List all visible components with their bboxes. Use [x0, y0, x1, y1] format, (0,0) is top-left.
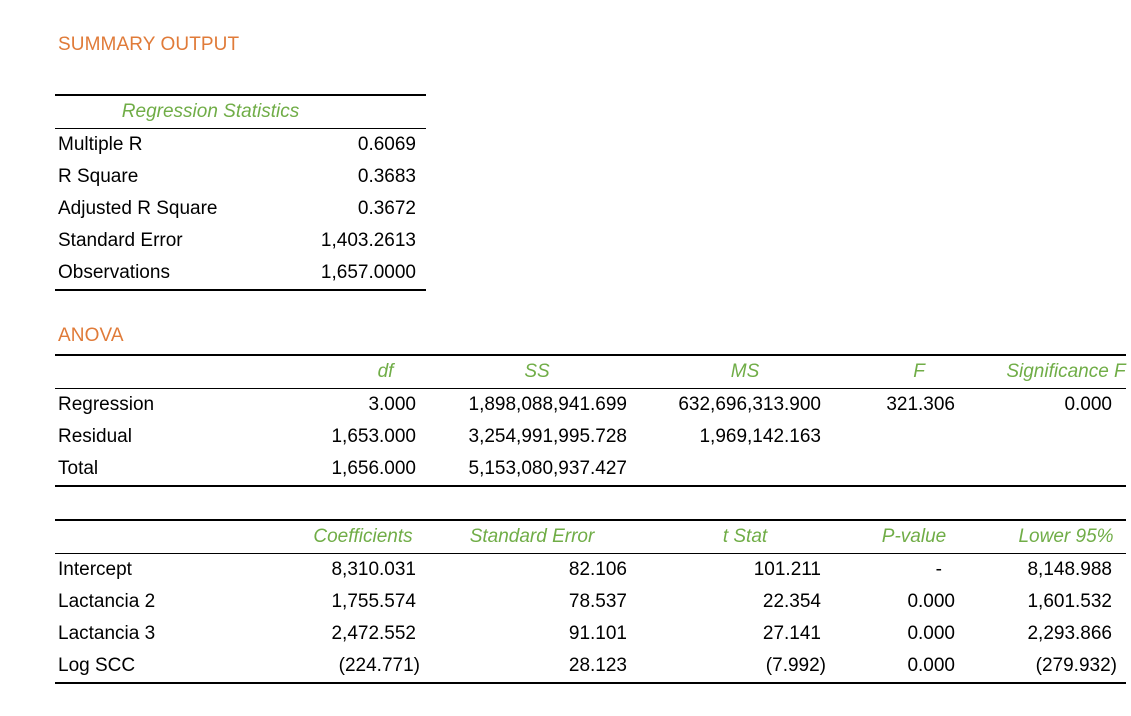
anova-title: ANOVA: [58, 325, 124, 346]
anova-df: 1,653.000: [331, 426, 416, 447]
table-row: Lactancia 2 1,755.574 78.537 22.354 0.00…: [55, 586, 1126, 618]
coef-header-coefficients: Coefficients: [313, 526, 413, 547]
table-row: Intercept 8,310.031 82.106 101.211 - 8,1…: [55, 554, 1126, 587]
table-row: Multiple R 0.6069: [55, 129, 426, 162]
table-row: Adjusted R Square 0.3672: [55, 193, 426, 225]
anova-f: [832, 453, 966, 486]
anova-header-f: F: [913, 361, 925, 382]
anova-f: 321.306: [886, 394, 955, 415]
coef-value: 2,472.552: [331, 623, 416, 644]
table-row: Lactancia 3 2,472.552 91.101 27.141 0.00…: [55, 618, 1126, 650]
table-row: Log SCC (224.771) 28.123 (7.992) 0.000 (…: [55, 650, 1126, 683]
anova-f: [832, 421, 966, 453]
coef-row-label: Lactancia 3: [58, 623, 156, 644]
coef-lower-95: 8,148.988: [1027, 559, 1112, 580]
coef-lower-95: 2,293.866: [1027, 623, 1112, 644]
stat-label: R Square: [58, 166, 139, 187]
stat-label: Adjusted R Square: [58, 198, 218, 219]
coef-lower-95: 1,601.532: [1027, 591, 1112, 612]
stat-value: 0.3672: [357, 198, 416, 219]
anova-row-label: Residual: [58, 426, 132, 447]
table-row: Standard Error 1,403.2613: [55, 225, 426, 257]
coef-p-value: 0.000: [907, 623, 955, 644]
anova-header-ms: MS: [730, 361, 760, 382]
coef-value: 1,755.574: [331, 591, 416, 612]
coef-value: 8,310.031: [331, 559, 416, 580]
coef-row-label: Lactancia 2: [58, 591, 156, 612]
anova-df: 1,656.000: [331, 458, 416, 479]
table-row: Total 1,656.000 5,153,080,937.427: [55, 453, 1126, 486]
coef-se: 78.537: [568, 591, 627, 612]
coef-header-p-value: P-value: [881, 526, 947, 547]
coef-t-stat: 101.211: [753, 559, 821, 580]
anova-ms: [638, 453, 832, 486]
coef-row-label: Log SCC: [58, 655, 136, 676]
table-row: Residual 1,653.000 3,254,991,995.728 1,9…: [55, 421, 1126, 453]
coef-lower-95: (279.932): [1035, 655, 1117, 676]
coef-t-stat: 22.354: [762, 591, 821, 612]
coef-header-standard-error: Standard Error: [469, 526, 595, 547]
coefficients-table: Coefficients Standard Error t Stat P-val…: [55, 519, 1126, 684]
anova-df: 3.000: [368, 394, 416, 415]
anova-row-label: Total: [58, 458, 99, 479]
anova-table: df SS MS F Significance F Regression 3.0…: [55, 354, 1126, 487]
coef-p-value: 0.000: [907, 591, 955, 612]
stat-value: 1,403.2613: [320, 230, 416, 251]
table-row: R Square 0.3683: [55, 161, 426, 193]
coef-p-value: 0.000: [907, 655, 955, 676]
anova-ms: 1,969,142.163: [699, 426, 821, 447]
coef-header-blank: [55, 520, 285, 554]
stat-label: Observations: [58, 262, 170, 283]
anova-ms: 632,696,313.900: [678, 394, 821, 415]
stat-label: Standard Error: [58, 230, 183, 251]
anova-sig-f: 0.000: [1064, 394, 1112, 415]
stat-label: Multiple R: [58, 134, 143, 155]
regression-statistics-table: Regression Statistics Multiple R 0.6069 …: [55, 94, 426, 291]
stat-value: 0.3683: [357, 166, 416, 187]
anova-sig-f: [966, 421, 1126, 453]
anova-ss: 3,254,991,995.728: [468, 426, 628, 447]
table-row: Regression 3.000 1,898,088,941.699 632,6…: [55, 389, 1126, 422]
anova-ss: 5,153,080,937.427: [468, 458, 628, 479]
anova-header-significance-f: Significance F: [1006, 361, 1126, 382]
coef-se: 82.106: [568, 559, 627, 580]
coef-value: (224.771): [338, 655, 420, 676]
coef-t-stat: (7.992): [765, 655, 826, 676]
coef-t-stat: 27.141: [762, 623, 821, 644]
stat-value: 1,657.0000: [320, 262, 416, 283]
anova-header-df: df: [377, 361, 394, 382]
anova-ss: 1,898,088,941.699: [468, 394, 628, 415]
coef-se: 91.101: [568, 623, 627, 644]
table-row: Observations 1,657.0000: [55, 257, 426, 290]
regression-statistics-header: Regression Statistics: [121, 101, 300, 122]
coef-row-label: Intercept: [58, 559, 132, 580]
anova-header-blank: [55, 355, 285, 389]
stat-value: 0.6069: [357, 134, 416, 155]
summary-output-title: SUMMARY OUTPUT: [58, 34, 240, 55]
coef-p-value: -: [935, 559, 942, 580]
anova-sig-f: [966, 453, 1126, 486]
coef-header-t-stat: t Stat: [722, 526, 768, 547]
coef-header-lower-95: Lower 95%: [1018, 526, 1114, 547]
anova-row-label: Regression: [58, 394, 155, 415]
anova-header-ss: SS: [524, 361, 550, 382]
coef-se: 28.123: [568, 655, 627, 676]
